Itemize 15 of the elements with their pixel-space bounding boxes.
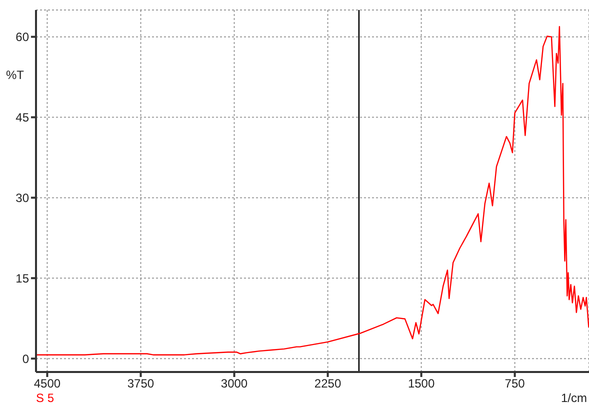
text: S 5: [36, 391, 54, 405]
x-tick-label: 4500: [34, 376, 61, 391]
x-axis-title: 1/cm: [560, 391, 587, 405]
y-tick-label: 15: [16, 271, 30, 286]
y-axis-title: %T: [6, 68, 24, 82]
y-tick-label: 30: [16, 190, 30, 205]
x-tick-label: 3750: [127, 376, 154, 391]
x-tick-label: 2250: [314, 376, 342, 391]
y-tick-label: 60: [16, 30, 30, 44]
y-tick-label: 0: [22, 352, 30, 366]
line-series: [36, 26, 589, 356]
y-tick-label: 45: [16, 110, 30, 125]
x-tick-label: 3000: [220, 376, 248, 391]
x-tick-label: 1500: [408, 376, 435, 391]
x-tick-label: 750: [504, 376, 526, 391]
